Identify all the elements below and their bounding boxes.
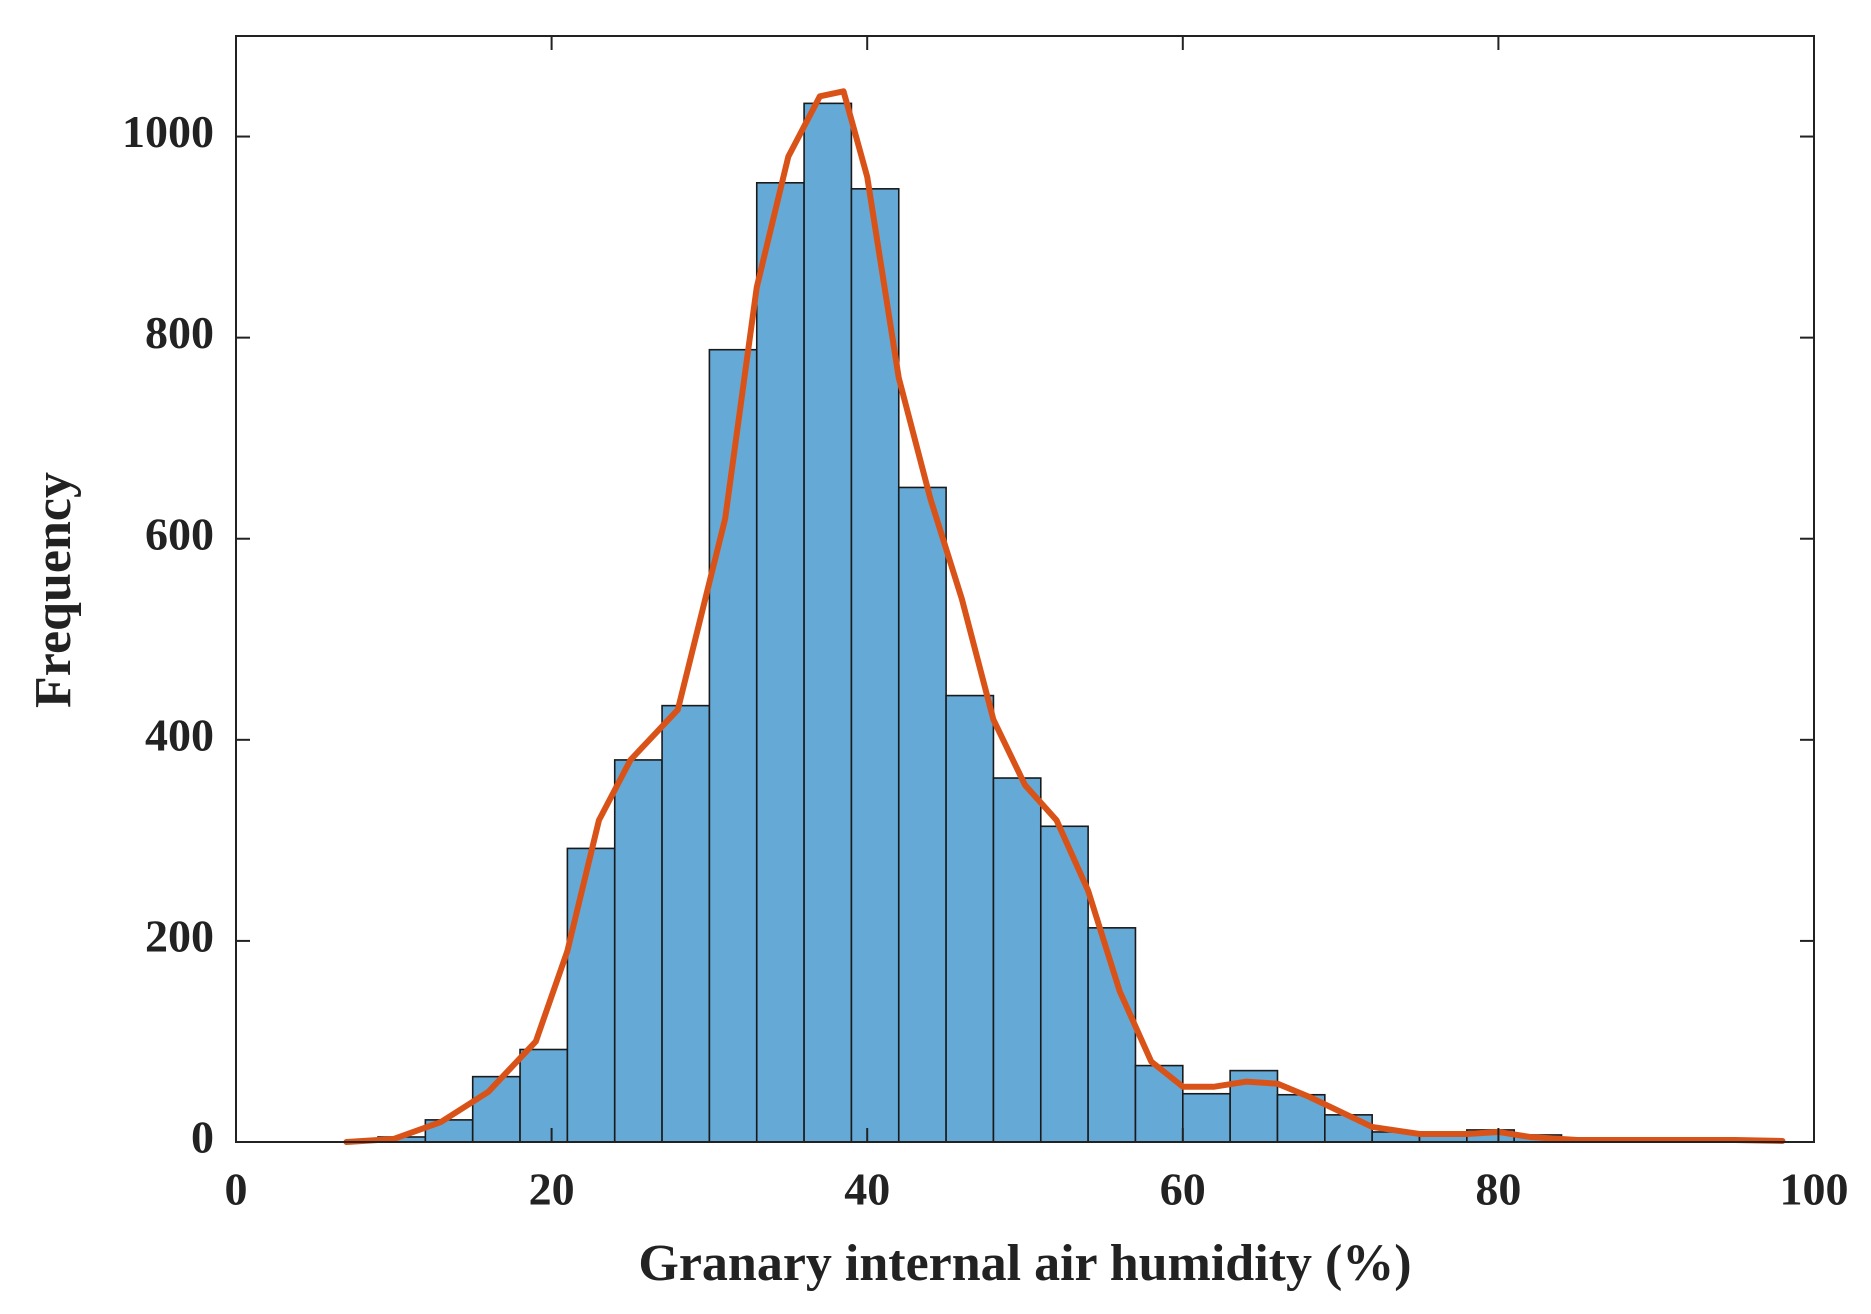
bar <box>755 181 805 1143</box>
bar <box>1182 1092 1231 1143</box>
plot-frame <box>235 35 1815 1143</box>
y-tick-label: 600 <box>145 508 214 559</box>
bar <box>613 759 663 1143</box>
bar <box>1134 1064 1184 1143</box>
bar <box>945 694 995 1143</box>
bar <box>897 486 947 1143</box>
y-tick-label: 0 <box>191 1112 214 1163</box>
x-tick-label: 0 <box>225 1164 248 1215</box>
bar <box>566 847 616 1143</box>
y-tick-label: 400 <box>145 709 214 760</box>
bar <box>992 777 1042 1143</box>
x-tick-label: 40 <box>844 1164 890 1215</box>
x-tick-label: 60 <box>1160 1164 1206 1215</box>
x-tick-label: 80 <box>1475 1164 1521 1215</box>
x-tick-label: 20 <box>529 1164 575 1215</box>
bar <box>519 1048 569 1143</box>
x-axis-label: Granary internal air humidity (%) <box>638 1235 1411 1292</box>
y-axis-label: Frequency <box>25 472 82 708</box>
y-tick-label: 1000 <box>122 106 214 157</box>
bar <box>661 704 711 1143</box>
density-line <box>343 88 1786 1145</box>
x-tick-label: 100 <box>1780 1164 1849 1215</box>
bar <box>803 102 853 1143</box>
y-tick-label: 200 <box>145 910 214 961</box>
y-tick-label: 800 <box>145 307 214 358</box>
